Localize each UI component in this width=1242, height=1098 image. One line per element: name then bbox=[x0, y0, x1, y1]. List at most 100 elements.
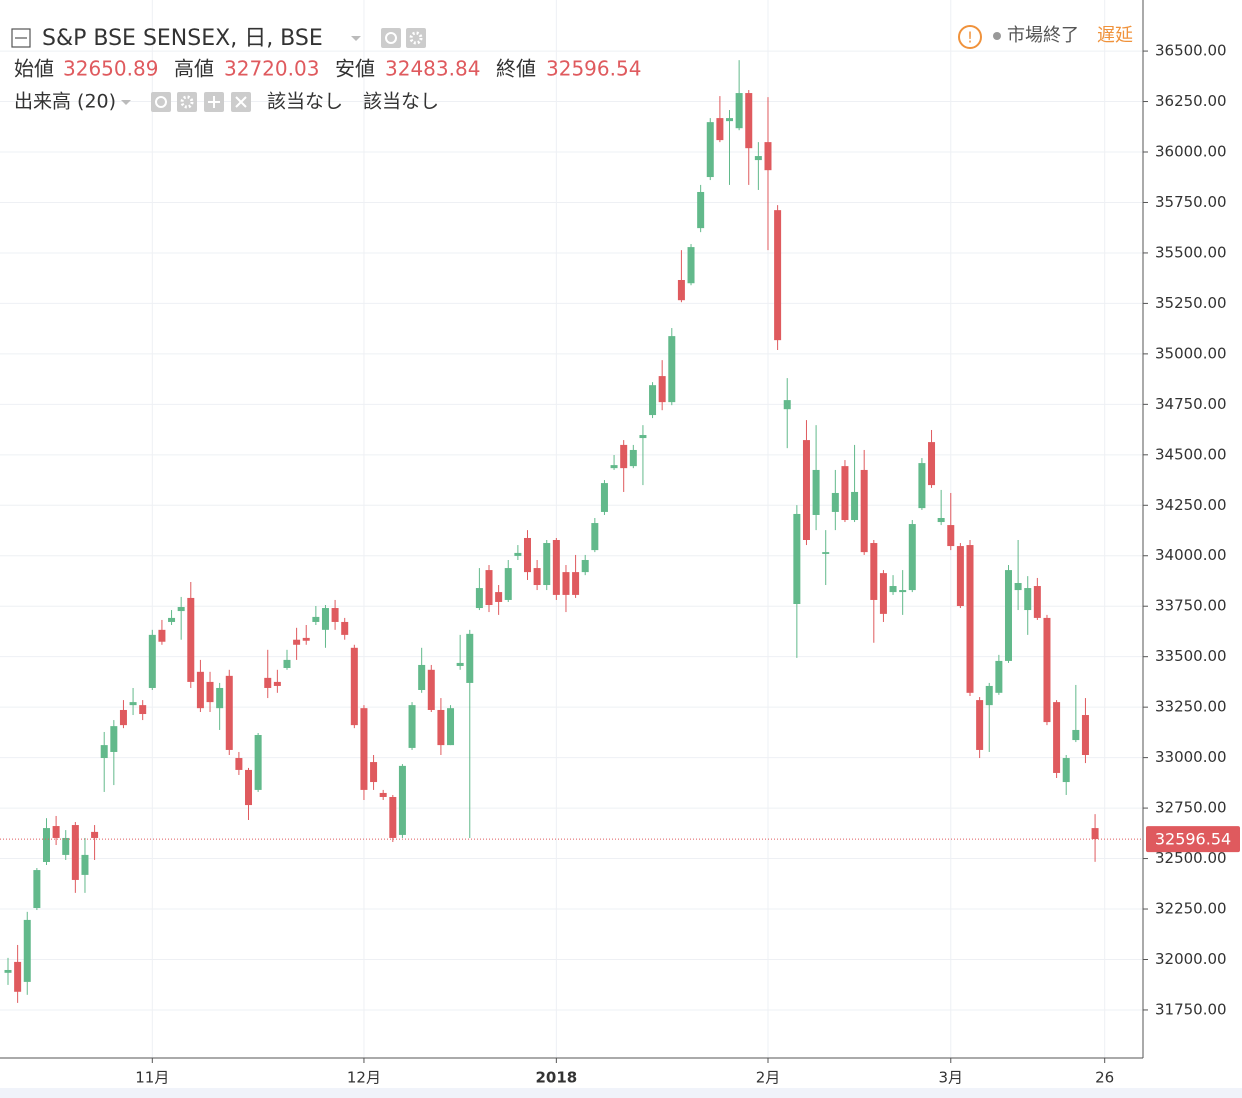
candle-body bbox=[697, 191, 705, 229]
x-tick-label: 11月 bbox=[135, 1069, 169, 1087]
candle-body bbox=[600, 483, 608, 512]
y-tick-label: 36250.00 bbox=[1155, 92, 1227, 110]
candle-body bbox=[754, 156, 762, 161]
candle-body bbox=[52, 826, 60, 838]
candle-body bbox=[735, 93, 743, 129]
candle-body bbox=[1091, 828, 1099, 840]
candle-body bbox=[119, 709, 127, 726]
candle-body bbox=[581, 559, 589, 573]
eye-icon-pupil bbox=[155, 96, 167, 108]
candle-body bbox=[591, 523, 599, 551]
candle-body bbox=[62, 837, 70, 855]
candle-body bbox=[225, 675, 233, 750]
warning-icon[interactable] bbox=[958, 25, 982, 49]
candle-body bbox=[447, 708, 455, 746]
candle-body bbox=[245, 769, 253, 806]
candle-body bbox=[177, 607, 185, 612]
grid bbox=[0, 0, 1143, 1058]
y-tick-label: 34250.00 bbox=[1155, 496, 1227, 514]
x-tick-label: 3月 bbox=[938, 1069, 963, 1087]
candle-body bbox=[389, 796, 397, 838]
candle-body bbox=[187, 597, 195, 682]
candle-body bbox=[668, 336, 676, 403]
candle-body bbox=[870, 543, 878, 600]
candle-body bbox=[216, 687, 224, 709]
candle-body bbox=[42, 828, 50, 862]
candle-body bbox=[437, 709, 445, 746]
candle-body bbox=[802, 440, 810, 541]
candle-body bbox=[793, 513, 801, 604]
candle-body bbox=[23, 919, 31, 982]
candle-body bbox=[321, 608, 329, 630]
candle-body bbox=[418, 664, 426, 690]
candle-body bbox=[485, 570, 493, 606]
candle-body bbox=[196, 671, 204, 709]
candle-body bbox=[1053, 702, 1061, 773]
x-tick-label: 2月 bbox=[756, 1069, 781, 1087]
candle-body bbox=[928, 442, 936, 486]
add-icon-cross bbox=[208, 96, 220, 108]
indicator-value: 該当なし bbox=[363, 91, 439, 113]
status-dot bbox=[993, 32, 1001, 40]
candle-body bbox=[726, 118, 734, 122]
candle-body bbox=[956, 546, 964, 607]
dropdown-caret[interactable] bbox=[121, 100, 131, 105]
candle-body bbox=[148, 634, 156, 688]
candle-body bbox=[649, 385, 657, 416]
candle-body bbox=[466, 633, 474, 683]
candle-body bbox=[360, 708, 368, 790]
remove-icon-cross bbox=[235, 96, 247, 108]
candle-body bbox=[562, 572, 570, 595]
y-tick-label: 35500.00 bbox=[1155, 243, 1227, 261]
candle-body bbox=[889, 586, 897, 593]
candle-body bbox=[677, 279, 685, 301]
collapse-icon[interactable] bbox=[11, 28, 31, 48]
candle-body bbox=[14, 961, 22, 992]
candle-body bbox=[1004, 570, 1012, 661]
y-tick-label: 32500.00 bbox=[1155, 849, 1227, 867]
candle-body bbox=[976, 700, 984, 750]
y-tick-label: 31750.00 bbox=[1155, 1000, 1227, 1018]
candle-body bbox=[504, 568, 512, 600]
candle-body bbox=[495, 592, 503, 602]
candle-body bbox=[552, 540, 560, 595]
candle-body bbox=[273, 681, 281, 686]
ohlc-label: 安値 bbox=[335, 57, 375, 81]
candle-body bbox=[822, 552, 830, 554]
candle-body bbox=[1033, 586, 1041, 618]
candle-body bbox=[235, 758, 243, 770]
x-tick-label: 2018 bbox=[535, 1069, 577, 1087]
candle-body bbox=[514, 552, 522, 556]
ohlc-value: 32596.54 bbox=[546, 57, 641, 81]
candle-body bbox=[851, 491, 859, 521]
candle-body bbox=[81, 854, 89, 875]
candle-body bbox=[658, 376, 666, 403]
y-tick-label: 33750.00 bbox=[1155, 597, 1227, 615]
indicator-value: 該当なし bbox=[267, 91, 343, 113]
dropdown-caret[interactable] bbox=[351, 36, 361, 41]
candle-body bbox=[543, 543, 551, 586]
candle-body bbox=[533, 568, 541, 586]
candle-body bbox=[91, 831, 99, 838]
candle-body bbox=[966, 545, 974, 693]
y-tick-label: 34500.00 bbox=[1155, 445, 1227, 463]
candle-body bbox=[129, 702, 137, 706]
y-tick-label: 35000.00 bbox=[1155, 344, 1227, 362]
ohlc-value: 32650.89 bbox=[63, 57, 158, 81]
y-tick-label: 34750.00 bbox=[1155, 395, 1227, 413]
settings-icon[interactable] bbox=[177, 92, 197, 112]
y-tick-label: 32750.00 bbox=[1155, 799, 1227, 817]
candle-body bbox=[4, 969, 12, 973]
price-label-box bbox=[1146, 826, 1240, 853]
candle-body bbox=[947, 525, 955, 547]
eye-icon[interactable] bbox=[151, 92, 171, 112]
eye-icon[interactable] bbox=[381, 28, 401, 48]
y-tick-label: 34000.00 bbox=[1155, 546, 1227, 564]
candle-body bbox=[1062, 758, 1070, 783]
candle-body bbox=[398, 765, 406, 835]
settings-icon[interactable] bbox=[406, 28, 426, 48]
ohlc-legend: 始値 32650.89 高値 32720.03 安値 32483.84 終値 32596.54 bbox=[14, 57, 641, 81]
candle-body bbox=[572, 572, 580, 595]
candle-body bbox=[706, 122, 714, 178]
market-status: 市場終了 bbox=[1007, 25, 1079, 46]
